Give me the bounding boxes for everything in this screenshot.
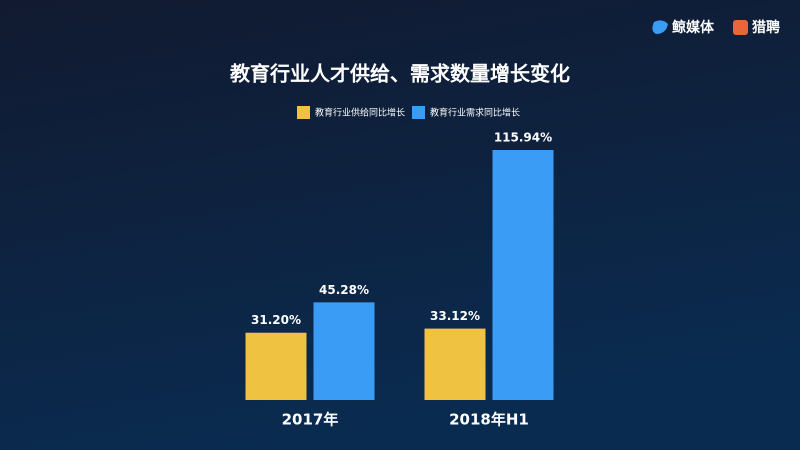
bar <box>313 302 375 400</box>
legend-swatch <box>412 106 425 119</box>
bar <box>424 328 486 400</box>
data-label: 115.94% <box>494 131 552 145</box>
x-tick-label: 2018年H1 <box>449 411 529 429</box>
legend-label: 教育行业需求同比增长 <box>430 107 520 119</box>
legend-swatch <box>297 106 310 119</box>
data-label: 31.20% <box>251 313 301 327</box>
legend-label: 教育行业供给同比增长 <box>315 107 405 119</box>
chart-title: 教育行业人才供给、需求数量增长变化 <box>230 62 570 86</box>
brand-text: 猎聘 <box>752 19 780 36</box>
x-tick-label: 2017年 <box>282 411 339 429</box>
brand-text: 鲸媒体 <box>672 19 715 36</box>
brand-icon <box>652 20 668 34</box>
brand-icon <box>733 20 748 35</box>
data-label: 45.28% <box>319 283 369 297</box>
bar <box>492 150 554 400</box>
bar <box>245 332 307 400</box>
data-label: 33.12% <box>430 309 480 323</box>
